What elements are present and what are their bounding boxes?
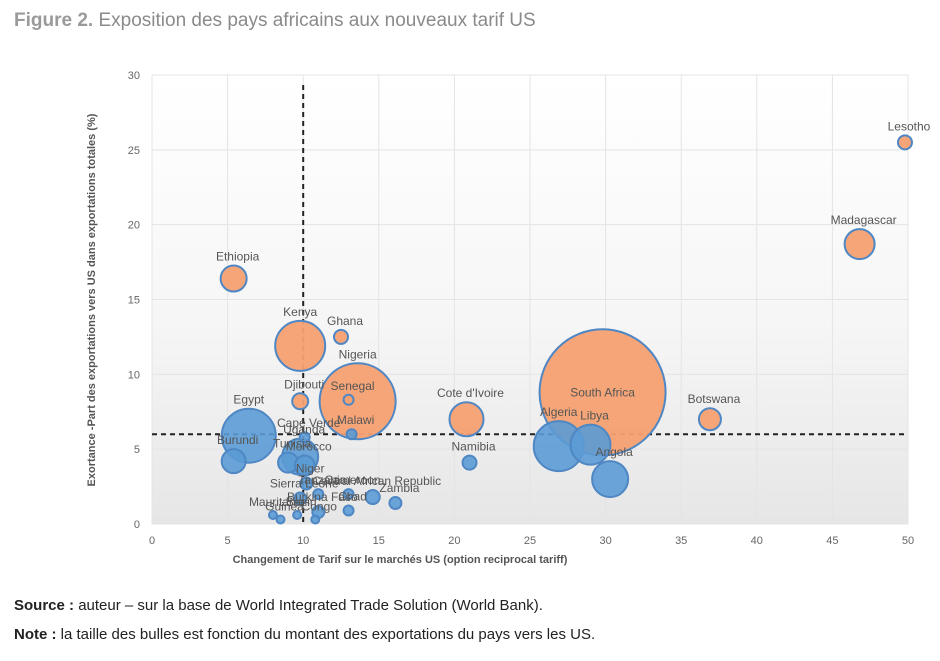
bubble-label-angola: Angola bbox=[595, 445, 633, 459]
bubble-zambia bbox=[388, 496, 403, 511]
bubble-label-namibia: Namibia bbox=[452, 440, 496, 454]
y-tick-label: 10 bbox=[128, 369, 140, 381]
bubble-label-cote-d-ivoire: Cote d'Ivoire bbox=[437, 386, 504, 400]
bubble-labels: Lesotho Madagascar Ethiopia Ghana Kenya Djibo… bbox=[216, 119, 931, 513]
bubble-angola bbox=[591, 460, 630, 499]
bubble-label-nigeria: Nigeria bbox=[339, 347, 377, 361]
x-tick-label: 0 bbox=[149, 535, 155, 547]
bubble-label-morocco: Morocco bbox=[286, 440, 332, 454]
grid-lines bbox=[151, 74, 909, 525]
bubble-benin bbox=[292, 510, 303, 521]
bubble-label-south-africa: South Africa bbox=[570, 385, 635, 399]
y-axis-label: Exortance -Part des exportations vers US… bbox=[86, 113, 98, 486]
bubble-label-madagascar: Madagascar bbox=[831, 213, 897, 227]
bubble-ghana bbox=[333, 328, 349, 345]
bubbles bbox=[219, 134, 913, 525]
bubble-label-cameroon: Cameroon bbox=[325, 473, 381, 487]
bubble-label-chad: Chad bbox=[338, 490, 367, 504]
reference-lines bbox=[152, 85, 908, 524]
bubble-central-african-republic bbox=[364, 489, 381, 506]
note-text: la taille des bulles est fonction du mon… bbox=[60, 626, 596, 643]
note-label: Note : bbox=[14, 626, 57, 643]
bubble-burundi bbox=[220, 448, 247, 475]
x-tick-label: 20 bbox=[448, 535, 460, 547]
y-tick-label: 20 bbox=[128, 220, 140, 232]
bubble-label-benin: Benin bbox=[286, 495, 317, 509]
bubble-label-burundi: Burundi bbox=[217, 433, 258, 447]
bubble-cameroon bbox=[342, 488, 355, 501]
x-tick-label: 10 bbox=[297, 535, 309, 547]
x-tick-label: 15 bbox=[373, 535, 385, 547]
x-tick-label: 45 bbox=[826, 535, 838, 547]
bubble-senegal bbox=[342, 393, 355, 406]
figure-label: Figure 2. bbox=[14, 10, 94, 31]
bubble-label-ghana: Ghana bbox=[327, 314, 363, 328]
x-tick-label: 40 bbox=[751, 535, 763, 547]
bubble-congo bbox=[310, 514, 321, 525]
bubble-sierra-leone bbox=[293, 491, 308, 506]
bubble-libya bbox=[569, 423, 612, 466]
bubble-madagascar bbox=[843, 228, 876, 261]
bubble-tanzania bbox=[312, 488, 325, 501]
bubble-label-tunisia: Tunisia bbox=[273, 437, 312, 451]
figure-title-text: Exposition des pays africains aux nouvea… bbox=[98, 10, 536, 31]
bubble-cote-d-ivoire bbox=[448, 401, 485, 438]
bubble-kenya bbox=[274, 319, 327, 372]
bubble-label-senegal: Senegal bbox=[331, 379, 375, 393]
source-note: Source : auteur – sur la base de World I… bbox=[14, 597, 543, 614]
bubble-label-algeria: Algeria bbox=[540, 405, 578, 419]
source-text: auteur – sur la base de World Integrated… bbox=[78, 597, 543, 614]
bubble-label-uganda: Uganda bbox=[283, 423, 325, 437]
bubble-label-zambia: Zambia bbox=[379, 481, 419, 495]
bubble-guinea bbox=[275, 514, 286, 525]
bubble-label-burkina-faso: Burkina Faso bbox=[287, 490, 358, 504]
x-tick-label: 5 bbox=[225, 535, 231, 547]
bubble-mauritania bbox=[267, 510, 278, 521]
y-tick-labels: 0 5 10 15 20 25 30 bbox=[128, 70, 140, 531]
source-label: Source : bbox=[14, 597, 75, 614]
bubble-label-congo: Congo bbox=[302, 500, 338, 514]
figure-title: Figure 2. Exposition des pays africains … bbox=[14, 10, 536, 32]
x-tick-label: 35 bbox=[675, 535, 687, 547]
bubble-label-guinea: Guinea bbox=[265, 500, 304, 514]
bubble-morocco bbox=[293, 454, 316, 477]
bubble-djibouti bbox=[291, 392, 310, 411]
bubble-malawi bbox=[345, 428, 358, 441]
x-tick-label: 25 bbox=[524, 535, 536, 547]
bubble-label-malawi: Malawi bbox=[337, 413, 374, 427]
bubble-label-ethiopia: Ethiopia bbox=[216, 250, 260, 264]
bubble-ethiopia bbox=[219, 264, 248, 293]
bubble-label-djibouti: Djibouti bbox=[284, 377, 324, 391]
y-tick-label: 15 bbox=[128, 295, 140, 307]
y-tick-label: 0 bbox=[134, 519, 140, 531]
bubble-label-cape-verde: Cape Verde bbox=[277, 416, 341, 430]
x-tick-label: 30 bbox=[599, 535, 611, 547]
bubble-label-kenya: Kenya bbox=[283, 305, 317, 319]
y-tick-label: 25 bbox=[128, 145, 140, 157]
bubble-size-note: Note : la taille des bulles est fonction… bbox=[14, 626, 595, 643]
bubble-label-libya: Libya bbox=[580, 409, 609, 423]
x-tick-label: 50 bbox=[902, 535, 914, 547]
bubble-botswana bbox=[697, 407, 722, 432]
bubble-label-botswana: Botswana bbox=[688, 392, 741, 406]
x-axis-label: Changement de Tarif sur le marchés US (o… bbox=[233, 554, 568, 566]
bubble-niger bbox=[299, 476, 314, 491]
bubble-label-central-african-republic: Central African Republic bbox=[312, 474, 441, 488]
bubble-label-niger: Niger bbox=[296, 462, 325, 476]
bubble-label-mauritania: Mauritania bbox=[249, 495, 305, 509]
bubble-label-tanzania: Tanzania bbox=[298, 473, 346, 487]
bubble-label-egypt: Egypt bbox=[233, 393, 264, 407]
bubble-label-lesotho: Lesotho bbox=[888, 119, 931, 133]
bubble-lesotho bbox=[896, 134, 913, 151]
bubble-cape-verde bbox=[298, 431, 311, 444]
y-tick-label: 5 bbox=[134, 444, 140, 456]
y-tick-label: 30 bbox=[128, 70, 140, 82]
bubble-namibia bbox=[461, 454, 478, 471]
bubble-label-sierra-leone: Sierra Leone bbox=[270, 477, 339, 491]
bubble-nigeria bbox=[318, 362, 397, 441]
x-tick-labels: 0 5 10 15 20 25 30 35 40 45 50 bbox=[149, 535, 914, 547]
bubble-chart: 0 5 10 15 20 25 30 35 40 45 50 0 5 10 15 20 25 30 Lesoth… bbox=[86, 70, 931, 566]
bubble-chad bbox=[342, 504, 355, 517]
